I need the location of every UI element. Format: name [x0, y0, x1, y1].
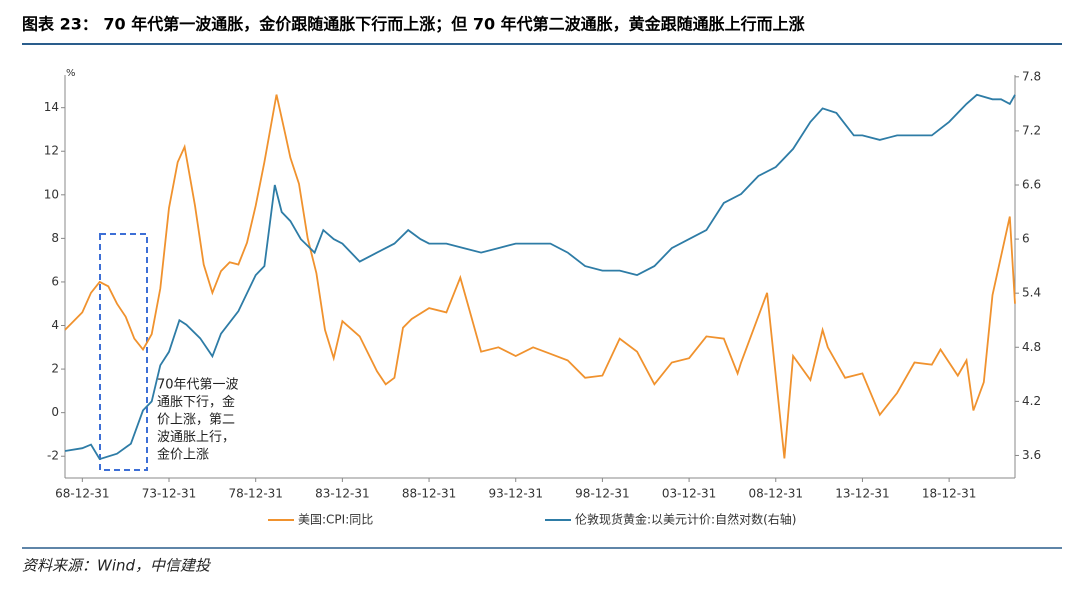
y-tick-label: 14: [44, 100, 59, 114]
y2-tick-label: 4.8: [1022, 340, 1041, 354]
annotation: 金价上涨: [157, 447, 209, 463]
chart-title: 图表 23： 70 年代第一波通胀，金价跟随通胀下行而上涨；但 70 年代第二波…: [22, 15, 805, 34]
y2-tick-label: 4.2: [1022, 394, 1041, 408]
x-tick-label: 08-12-31: [749, 487, 803, 501]
y2-tick-label: 3.6: [1022, 448, 1041, 462]
series-line: [64, 94, 1016, 459]
y-tick-label: 10: [44, 187, 59, 201]
source: 资料来源：Wind，中信建投: [22, 557, 212, 575]
highlight-box: [99, 233, 148, 471]
y-tick-label: 0: [51, 405, 59, 419]
x-tick-label: 78-12-31: [228, 487, 282, 501]
x-tick-label: 98-12-31: [575, 487, 629, 501]
x-tick-label: 03-12-31: [662, 487, 716, 501]
annotation: 70年代第一波: [157, 378, 239, 393]
annotation: 价上涨，第二: [157, 413, 235, 428]
y2-tick-label: 7.2: [1022, 123, 1041, 137]
legend-label: 伦敦现货黄金:以美元计价:自然对数(右轴): [575, 512, 796, 527]
y2-tick-label: 6: [1022, 232, 1030, 246]
x-tick-label: 93-12-31: [488, 487, 542, 501]
x-tick-label: 68-12-31: [55, 487, 109, 501]
y-tick-label: -2: [47, 449, 59, 463]
y2-tick-label: 5.4: [1022, 286, 1041, 300]
x-tick-label: 73-12-31: [142, 487, 196, 501]
y-tick-label: 6: [51, 274, 59, 288]
legend-label: 美国:CPI:同比: [298, 513, 373, 527]
y2-tick-label: 7.8: [1022, 69, 1041, 83]
x-tick-label: 88-12-31: [402, 487, 456, 501]
annotation: 波通胀上行，: [157, 430, 235, 445]
x-tick-label: 18-12-31: [922, 487, 976, 501]
series-line: [64, 93, 1016, 461]
annotation: 通胀下行，金: [157, 394, 235, 410]
y-tick-label: 4: [51, 318, 59, 332]
y-unit: %: [66, 68, 76, 79]
x-tick-label: 83-12-31: [315, 487, 369, 501]
y2-tick-label: 6.6: [1022, 177, 1041, 191]
y-tick-label: 8: [51, 231, 59, 245]
x-tick-label: 13-12-31: [835, 487, 889, 501]
y-tick-label: 2: [51, 362, 59, 376]
y-tick-label: 12: [44, 144, 59, 158]
